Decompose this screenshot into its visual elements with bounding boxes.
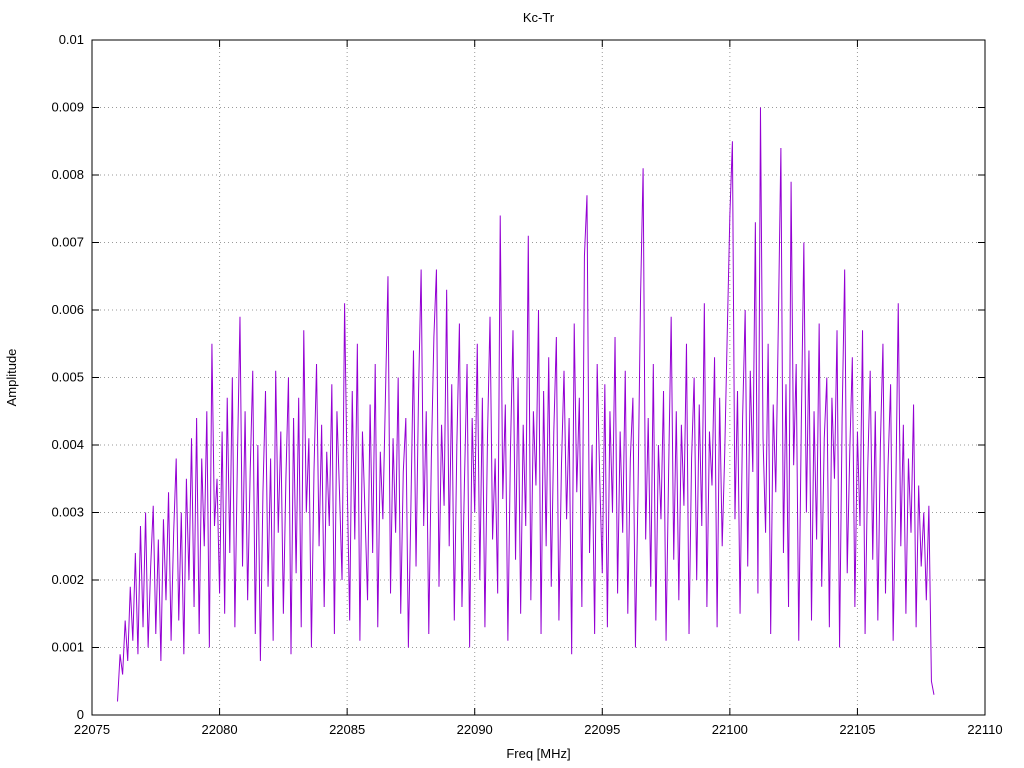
x-tick-label: 22075	[74, 722, 110, 737]
y-tick-label: 0.002	[51, 572, 84, 587]
y-tick-label: 0.008	[51, 167, 84, 182]
y-axis-label: Amplitude	[4, 349, 19, 407]
y-tick-label: 0.004	[51, 437, 84, 452]
x-tick-label: 22105	[839, 722, 875, 737]
y-tick-label: 0	[77, 707, 84, 722]
plot-border	[91, 39, 986, 716]
spectrum-line	[117, 107, 935, 702]
y-tick-label: 0.005	[51, 370, 84, 385]
x-tick-label: 22080	[201, 722, 237, 737]
x-tick-label: 22090	[457, 722, 493, 737]
y-tick-label: 0.01	[59, 32, 84, 47]
x-tick-label: 22095	[584, 722, 620, 737]
chart-title: Kc-Tr	[523, 10, 555, 25]
x-tick-label: 22085	[329, 722, 365, 737]
x-axis-label: Freq [MHz]	[506, 746, 570, 761]
y-tick-label: 0.007	[51, 235, 84, 250]
y-tick-label: 0.009	[51, 100, 84, 115]
y-tick-label: 0.001	[51, 640, 84, 655]
y-tick-label: 0.003	[51, 505, 84, 520]
x-tick-label: 22100	[712, 722, 748, 737]
y-tick-label: 0.006	[51, 302, 84, 317]
x-tick-label: 22110	[967, 722, 1002, 737]
